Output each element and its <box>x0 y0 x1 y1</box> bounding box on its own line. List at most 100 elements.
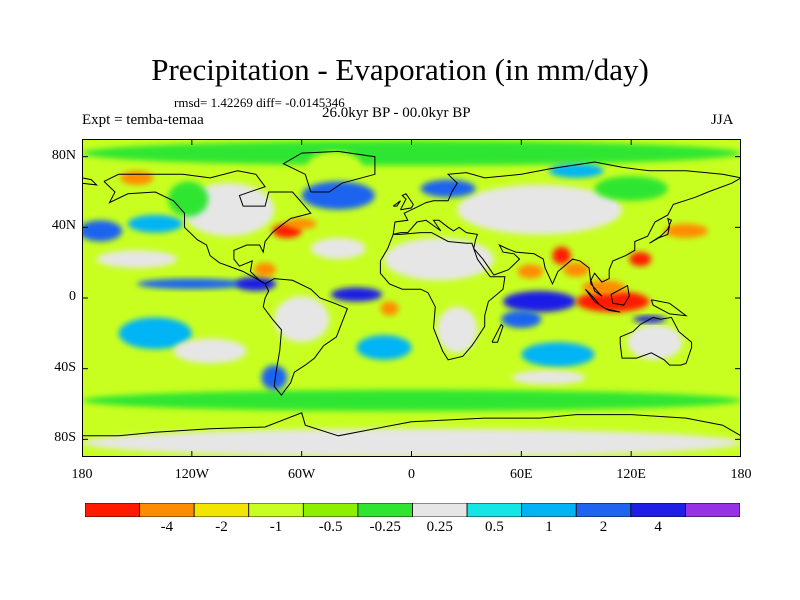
coastline-16 <box>82 412 741 437</box>
ytick-label: 40S <box>54 359 76 375</box>
region-antarctica <box>82 428 741 457</box>
colorbar-swatch <box>630 503 686 517</box>
ytick-label: 80S <box>54 430 76 446</box>
coastline-4 <box>392 161 741 235</box>
region-atlantic-dry <box>380 301 399 316</box>
coastline-9 <box>610 284 630 306</box>
region-indian-ocean-wet <box>503 290 577 313</box>
colorbar-swatch <box>575 503 632 517</box>
chart-title: Precipitation - Evaporation (in mm/day) <box>151 52 649 87</box>
map-plot-area <box>82 139 741 457</box>
region-patagonia-wet <box>261 365 288 390</box>
colorbar-label: -0.5 <box>318 519 343 535</box>
colorbar-swatch <box>139 503 195 517</box>
coastline-8 <box>584 288 606 310</box>
colorbar-swatch <box>193 503 250 517</box>
colorbar-swatch <box>248 503 304 517</box>
coastline-layer <box>82 150 741 437</box>
coastline-7 <box>619 316 693 366</box>
period-label: 26.0kyr BP - 00.0kyr BP <box>322 105 471 121</box>
region-n-pacific-gray <box>96 250 178 268</box>
colorbar-label: -2 <box>215 519 228 535</box>
region-eastern-pacific-itcz <box>235 276 277 291</box>
region-s-atlantic-wet <box>356 335 412 360</box>
region-arabian-sea-dry <box>517 264 544 279</box>
stats-label: rmsd= 1.42269 diff= -0.0145346 <box>174 95 345 110</box>
colorbar-swatch <box>685 503 740 517</box>
region-eurasia <box>457 184 623 235</box>
colorbar-label: 0.5 <box>485 519 504 535</box>
region-w-pacific-dry-core <box>629 252 652 267</box>
region-indian-ocean-wet-2 <box>501 310 542 329</box>
region-south-america <box>274 296 330 343</box>
region-pacific-sub-dry <box>173 338 247 364</box>
region-siberia-wet <box>594 176 668 201</box>
colorbar-label: -4 <box>160 519 174 535</box>
region-southern-ocean-band <box>82 389 741 412</box>
colorbar-label: -1 <box>269 519 283 535</box>
region-alaska-orange <box>120 170 154 185</box>
region-india-dry <box>552 246 571 265</box>
region-n-atlantic-low <box>301 181 375 210</box>
ytick-label: 0 <box>69 289 76 304</box>
region-ne-pacific-wet <box>127 214 183 233</box>
colorbar-swatch <box>85 503 140 517</box>
coastline-0 <box>103 170 312 285</box>
colorbar-swatch <box>521 503 577 517</box>
region-indian-sub-dry <box>512 370 586 385</box>
coastline-13 <box>400 193 414 211</box>
colorbar-swatch <box>466 503 523 517</box>
colorbar-label: 4 <box>654 519 662 535</box>
xtick-label: 120E <box>616 467 646 482</box>
region-arctic-ocean <box>82 140 741 166</box>
coastline-12 <box>649 217 673 244</box>
region-gulf-stream-orange <box>287 218 317 230</box>
region-n-pacific-blue <box>82 220 123 242</box>
coastline-3 <box>379 232 506 361</box>
colorbar-swatch <box>412 503 468 517</box>
region-siberia-blue <box>548 163 604 178</box>
colorbar-label: 2 <box>599 519 608 535</box>
colorbar-label: 1 <box>545 519 553 535</box>
region-north-africa <box>384 237 494 281</box>
region-australia <box>627 324 683 360</box>
anomaly-layer <box>82 140 741 457</box>
xtick-label: 180 <box>730 467 752 482</box>
coastline-6 <box>393 177 741 297</box>
colorbar-swatch <box>357 503 413 517</box>
region-atlantic-sub-dry <box>310 237 366 260</box>
coastline-1 <box>262 278 349 397</box>
world-map <box>82 139 741 457</box>
colorbar-label: 0.25 <box>426 519 453 535</box>
region-europe-blue <box>420 179 476 198</box>
coastline-11 <box>650 299 688 317</box>
colorbar <box>85 503 740 517</box>
region-bay-of-bengal <box>563 262 590 277</box>
xtick-label: 60E <box>510 467 533 482</box>
coastline-14 <box>392 200 401 207</box>
coastline-5 <box>82 177 98 186</box>
coastline-2 <box>282 150 376 193</box>
season-label: JJA <box>711 112 734 128</box>
region-atlantic-itcz <box>330 287 383 302</box>
xtick-label: 120W <box>174 467 209 482</box>
ytick-label: 80N <box>51 147 76 163</box>
region-greenland-anomaly <box>307 151 363 184</box>
coastline-10 <box>605 308 621 313</box>
xtick-label: 0 <box>408 467 415 482</box>
region-pacific-itcz <box>136 278 247 290</box>
region-caribbean-dry <box>254 262 277 277</box>
xtick-label: 180 <box>71 467 93 482</box>
coastline-15 <box>491 323 504 343</box>
xtick-label: 60W <box>288 467 316 482</box>
region-s-indian-wet <box>521 342 595 367</box>
region-west-pacific-orange <box>664 223 709 238</box>
experiment-label: Expt = temba-temaa <box>82 112 204 128</box>
region-n-america-west <box>168 181 209 217</box>
region-south-africa <box>437 306 478 353</box>
colorbar-label: -0.25 <box>369 519 401 535</box>
ytick-label: 40N <box>51 218 76 234</box>
region-sunda-dry <box>581 280 626 295</box>
region-s-pacific-wet <box>118 317 192 350</box>
colorbar-swatch <box>302 503 359 517</box>
